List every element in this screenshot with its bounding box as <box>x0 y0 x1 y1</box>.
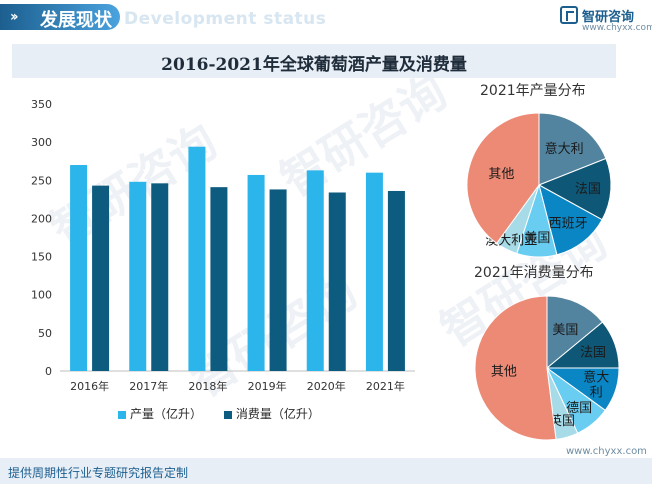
x-tick-label: 2019年 <box>248 379 287 393</box>
bar-consumption <box>387 190 405 371</box>
x-tick-label: 2018年 <box>188 379 227 393</box>
logo-url: www.chyxx.com <box>582 23 652 33</box>
bar-consumption <box>269 189 287 371</box>
footer-text: 提供周期性行业专题研究报告定制 <box>8 466 189 480</box>
pie-slice-label: 其他 <box>488 167 514 182</box>
legend-item-consumption: 消费量（亿升） <box>223 405 320 422</box>
bar-consumption <box>92 185 110 371</box>
legend-swatch-consumption <box>223 410 232 419</box>
footer: 提供周期性行业专题研究报告定制 <box>0 458 652 484</box>
pie-slice <box>546 295 604 370</box>
pie-slice <box>538 112 607 186</box>
logo-name: 智研咨询 <box>582 10 635 25</box>
section-subtitle: Development status <box>124 9 327 29</box>
bar-production <box>306 170 324 371</box>
bar-production <box>247 174 265 371</box>
y-tick-label: 250 <box>31 174 52 187</box>
pie-slice <box>537 157 612 221</box>
section-title: 发展现状 <box>40 10 112 31</box>
bar-production <box>70 165 88 371</box>
bar-production <box>365 172 383 371</box>
brand-logo: 智研咨询 www.chyxx.com <box>560 6 652 36</box>
pie-slice-label: 利 <box>590 386 603 401</box>
legend-item-production: 产量（亿升） <box>118 405 202 422</box>
pie-slice <box>466 112 540 244</box>
pie-slice-label: 意大 <box>583 370 609 386</box>
pie-slice <box>474 295 557 441</box>
y-tick-label: 150 <box>31 251 52 264</box>
y-tick-label: 350 <box>31 98 52 111</box>
pie-slice-label: 其他 <box>491 365 517 380</box>
bar-consumption <box>210 187 228 371</box>
pie-title-consumption: 2021年消费量分布 <box>474 265 594 281</box>
chart-title-box: 2016-2021年全球葡萄酒产量及消费量 <box>12 44 616 78</box>
pie-slice-label: 英国 <box>549 414 575 429</box>
bar-consumption <box>328 192 346 371</box>
x-tick-label: 2021年 <box>366 379 405 393</box>
pie-slice-label: 法国 <box>580 345 606 360</box>
legend-label-consumption: 消费量（亿升） <box>235 407 320 421</box>
pie-slice-label: 意大利 <box>545 141 584 157</box>
double-arrow-icon: ›› <box>10 9 18 25</box>
y-tick-label: 100 <box>31 289 52 302</box>
y-tick-label: 50 <box>38 327 52 340</box>
header: ›› 发展现状 Development status 智研咨询 www.chyx… <box>0 0 652 36</box>
pie-slice-label: 美国 <box>524 231 550 246</box>
chart-legend: 产量（亿升） 消费量（亿升） <box>118 405 338 422</box>
footer-url: www.chyxx.com <box>566 446 647 457</box>
pie-slice-label: 法国 <box>575 182 601 197</box>
x-tick-label: 2016年 <box>70 379 109 393</box>
legend-label-production: 产量（亿升） <box>130 407 203 421</box>
bar-chart: 0 50 100 150 200 250 300 350 2016年 2017年 2018年 2019… <box>31 98 415 393</box>
legend-swatch-production <box>118 410 126 419</box>
pie-title-production: 2021年产量分布 <box>480 83 586 99</box>
pie-slice-label: 西班牙 <box>549 217 588 232</box>
pie-slice-label: 美国 <box>552 323 578 338</box>
bar-production <box>129 181 147 371</box>
pie-slice <box>538 184 603 256</box>
y-tick-label: 200 <box>31 212 52 225</box>
bar-consumption <box>151 183 169 371</box>
logo-icon <box>560 6 578 24</box>
header-bar <box>0 4 120 30</box>
pie-slice-label: 德国 <box>566 401 592 416</box>
y-tick-label: 0 <box>45 365 52 378</box>
chart-title: 2016-2021年全球葡萄酒产量及消费量 <box>161 55 467 75</box>
x-tick-label: 2017年 <box>129 379 168 393</box>
x-tick-label: 2020年 <box>307 379 346 393</box>
bar-production <box>188 146 206 371</box>
y-tick-label: 300 <box>31 136 52 149</box>
